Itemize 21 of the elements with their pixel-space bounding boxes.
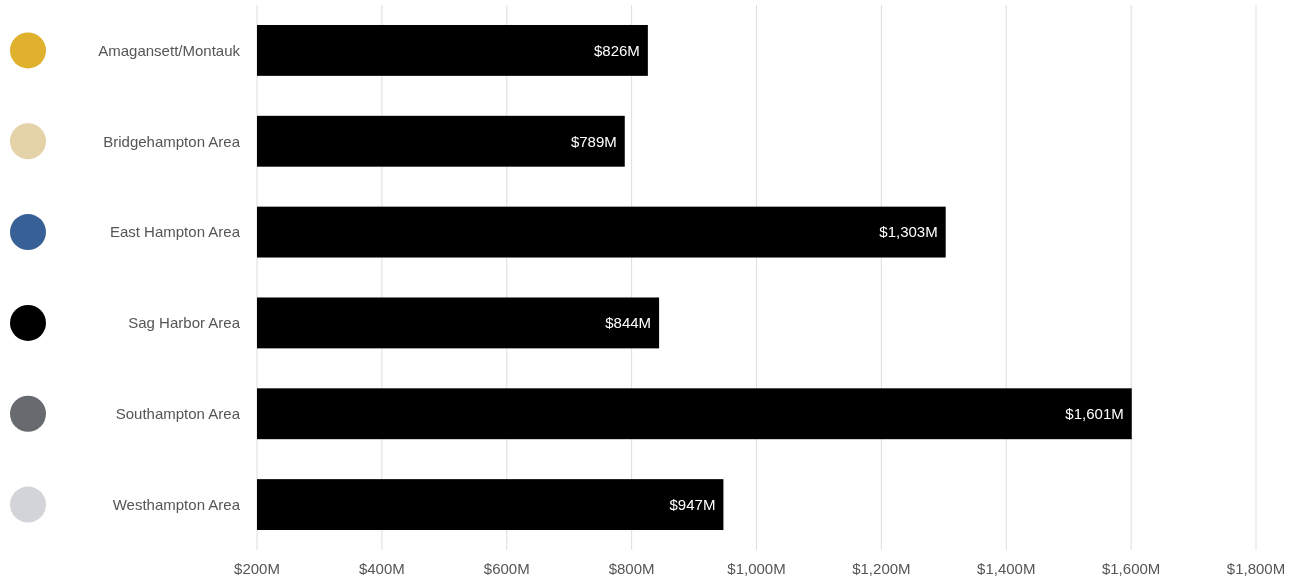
x-tick-label: $800M — [608, 560, 655, 577]
x-tick-label: $1,400M — [977, 560, 1036, 577]
y-tick-label: Sag Harbor Area — [128, 314, 241, 332]
x-tick-label: $200M — [234, 560, 280, 577]
x-tick-label: $1,600M — [1101, 560, 1161, 577]
x-tick-label: $400M — [358, 560, 405, 577]
data-label: $844M — [605, 314, 652, 332]
data-label: $789M — [570, 132, 617, 150]
y-tick-label: Southampton Area — [115, 405, 241, 422]
data-label: $1,601M — [1065, 405, 1124, 422]
y-tick-label: Bridgehampton Area — [103, 132, 241, 150]
x-tick-label: $1,200M — [852, 560, 911, 577]
y-tick-label: East Hampton Area — [109, 223, 241, 241]
data-label: $1,303M — [879, 223, 938, 241]
x-tick-label: $600M — [483, 560, 530, 577]
y-tick-label: Westhampton Area — [112, 495, 241, 513]
y-tick-label: Amagansett/Montauk — [98, 41, 241, 59]
data-label: $947M — [669, 495, 716, 513]
data-label: $826M — [593, 41, 640, 59]
x-tick-label: $1,800M — [1226, 560, 1286, 577]
x-tick-label: $1,000M — [727, 560, 786, 577]
